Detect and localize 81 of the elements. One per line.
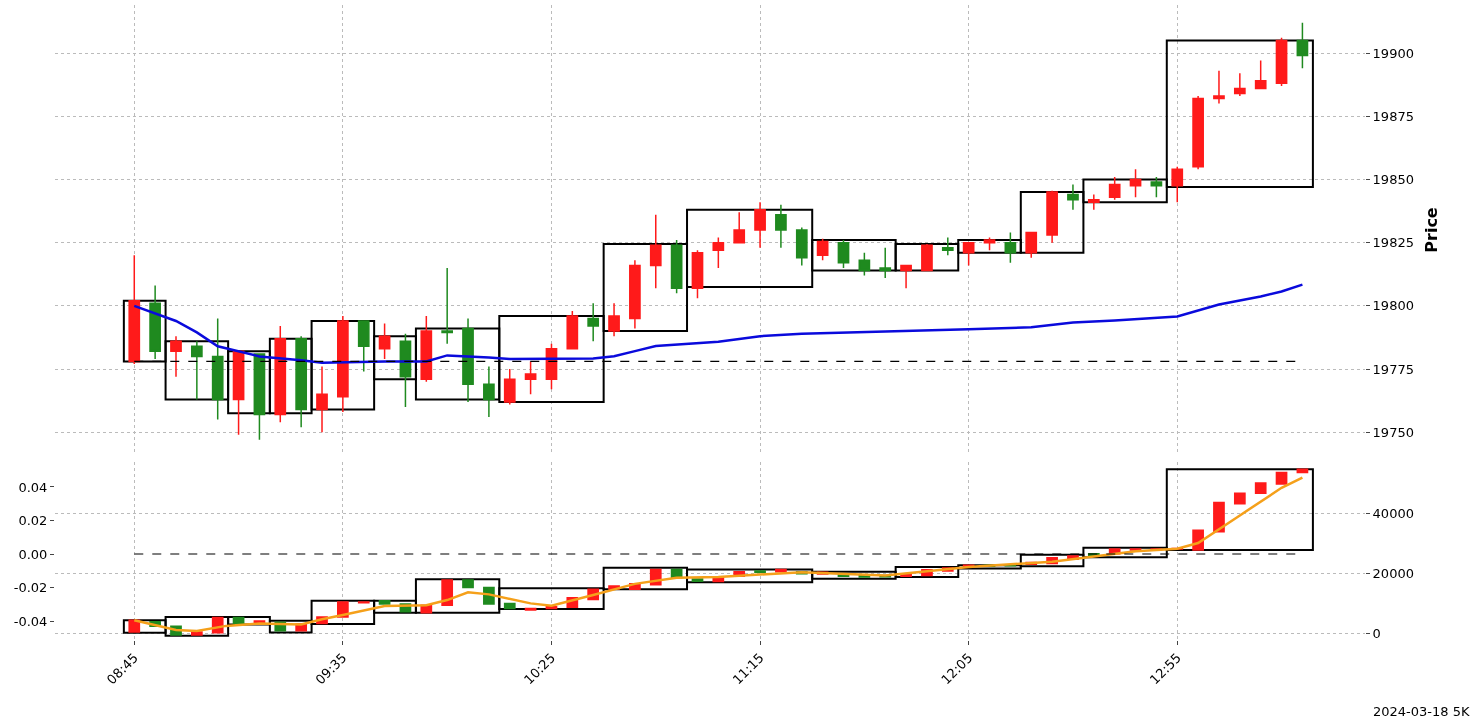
- candlestick: [587, 302, 600, 342]
- candlestick: [775, 203, 787, 249]
- candlestick: [128, 254, 141, 365]
- candlestick: [274, 325, 287, 423]
- candlestick: [941, 236, 954, 257]
- candlestick: [337, 315, 349, 413]
- candlestick: [1275, 471, 1288, 485]
- line-series: [133, 476, 1304, 633]
- candlestick: [670, 239, 683, 294]
- candlestick: [629, 259, 641, 330]
- candlestick: [378, 322, 391, 360]
- candlestick: [754, 201, 766, 249]
- text: 2024-03-18 5K: [1373, 704, 1470, 719]
- candlestick: [357, 320, 370, 373]
- y-tick-label: 0: [1372, 625, 1381, 641]
- candlestick: [962, 241, 975, 267]
- candlestick: [462, 579, 474, 589]
- candlestick: [608, 302, 620, 337]
- candlestick: [1233, 492, 1246, 505]
- y-tick-label: 40000: [1372, 505, 1414, 521]
- candlestick: [503, 368, 516, 406]
- candlestick: [1025, 231, 1038, 259]
- y2-tick-label: -0.04: [13, 613, 48, 629]
- candlestick: [649, 214, 662, 289]
- candlestick: [191, 340, 203, 401]
- candlestick: [566, 310, 579, 350]
- y-tick-label: 20000: [1372, 565, 1414, 581]
- y2-tick-label: -0.02: [13, 580, 48, 596]
- candlestick: [357, 601, 370, 604]
- y2-tick-label: 0.02: [18, 513, 48, 529]
- candlestick: [1171, 166, 1184, 203]
- line-series: [133, 283, 1304, 364]
- y-tick-label: 19775: [1372, 361, 1414, 377]
- candlestick: [1296, 21, 1309, 69]
- candlestick: [149, 284, 161, 360]
- candlestick: [837, 239, 850, 269]
- candlestick: [712, 236, 725, 269]
- y-tick-label: 19800: [1372, 298, 1414, 314]
- candlestick: [879, 246, 892, 279]
- candlestick: [295, 335, 308, 428]
- candlestick: [900, 264, 912, 289]
- candlestick: [816, 238, 829, 262]
- y-axis-title: Price: [1421, 207, 1441, 253]
- candlestick: [1254, 482, 1267, 494]
- candlestick: [524, 360, 537, 396]
- candlestick: [253, 353, 266, 441]
- candlestick: [1108, 176, 1121, 201]
- candlestick: [441, 267, 454, 345]
- candlestick: [232, 350, 245, 436]
- y-tick-label: 19850: [1372, 171, 1414, 187]
- y-tick-label: 19825: [1372, 235, 1414, 251]
- candlestick: [1046, 190, 1058, 244]
- y-tick-label: 19750: [1372, 424, 1414, 440]
- candlestick: [128, 619, 141, 633]
- candlestick: [441, 579, 454, 606]
- candlestick: [1254, 59, 1267, 90]
- candlestick: [1087, 193, 1100, 211]
- candlestick: [211, 317, 224, 421]
- candlestick: [1213, 69, 1225, 105]
- candlestick: [1275, 37, 1288, 87]
- candlestick: [170, 335, 182, 378]
- y2-tick-label: 0.00: [18, 546, 48, 562]
- candlestick: [462, 317, 474, 403]
- candlestick: [1150, 176, 1163, 198]
- candlestick: [1004, 231, 1017, 264]
- candlestick: [733, 211, 746, 244]
- candlestick: [420, 315, 433, 383]
- candlestick: [921, 243, 933, 272]
- candlestick: [1213, 501, 1225, 533]
- candlestick: [691, 249, 704, 300]
- y2-tick-label: 0.04: [18, 479, 48, 495]
- y-tick-label: 19900: [1372, 45, 1414, 61]
- candlestick: [1129, 168, 1142, 198]
- y-tick-label: 19875: [1372, 108, 1414, 124]
- candlestick: [483, 365, 495, 418]
- candlestick: [1067, 183, 1079, 211]
- candlestick: [1233, 72, 1246, 97]
- candlestick: [1192, 95, 1204, 171]
- candlestick: [754, 570, 766, 573]
- candlestick: [316, 365, 328, 433]
- candlestick: [795, 226, 808, 267]
